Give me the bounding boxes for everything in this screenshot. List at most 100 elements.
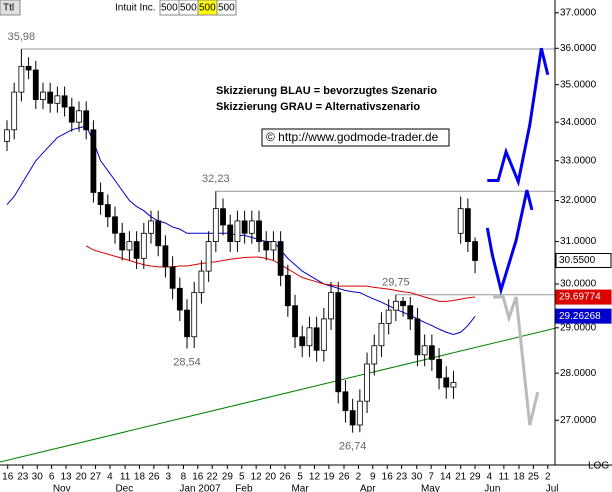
month-label: Jun — [484, 484, 500, 492]
annotation: 28,54 — [173, 356, 201, 368]
scenario — [485, 189, 534, 296]
x-tick-label: 14 — [440, 472, 452, 483]
candle-body — [176, 287, 183, 311]
candle-body — [256, 220, 262, 242]
y-tick-label: 36.0000 — [560, 43, 597, 54]
candle-body — [392, 300, 399, 311]
candle-body — [184, 309, 190, 338]
candle-body — [378, 322, 385, 347]
month-label: Jul — [546, 484, 559, 492]
candle-body — [155, 220, 162, 247]
candle-body — [140, 232, 147, 259]
x-tick-label: 20 — [76, 472, 88, 483]
y-tick-label: 30.0000 — [560, 279, 597, 290]
candle-body — [198, 270, 205, 294]
x-tick-label: 9 — [370, 472, 376, 483]
x-tick-label: 26 — [148, 472, 160, 483]
candle-body — [248, 220, 255, 234]
candle-body — [299, 336, 306, 347]
candle-body — [40, 91, 46, 100]
x-tick-label: 26 — [338, 472, 350, 483]
scenario — [493, 295, 540, 426]
candle-body — [18, 65, 25, 93]
x-tick-label: 12 — [309, 472, 321, 483]
x-tick-label: 21 — [455, 472, 467, 483]
y-tick-label: 33.0000 — [560, 155, 597, 166]
candle-body — [414, 318, 421, 356]
x-tick-label: 19 — [323, 472, 335, 483]
candle-body — [263, 241, 270, 251]
candle-body — [83, 110, 90, 131]
x-tick-label: 2 — [545, 472, 551, 483]
month-label: Mar — [291, 484, 309, 492]
x-tick-label: 29 — [222, 472, 234, 483]
candle-body — [112, 216, 118, 234]
x-tick-label: 29 — [470, 472, 482, 483]
note-box — [213, 82, 448, 116]
candle-body — [472, 241, 478, 261]
candle-body — [320, 318, 327, 351]
month-label: Feb — [235, 484, 253, 492]
price-tag-label: 29.26268 — [559, 311, 601, 322]
y-tick-label: 34.0000 — [560, 117, 597, 128]
field: 500 — [161, 3, 178, 14]
candle-body — [47, 91, 54, 104]
price-tag — [555, 252, 612, 268]
x-tick-label: 11 — [120, 472, 131, 483]
x-tick-label: 11 — [499, 472, 510, 483]
y-tick-label: 32.0000 — [560, 195, 597, 206]
x-tick-label: 6 — [49, 472, 55, 483]
x-tick-label: 20 — [265, 472, 277, 483]
x-tick-label: 3 — [166, 472, 172, 483]
scenario — [487, 47, 550, 187]
candle-body — [292, 305, 298, 338]
candle-body — [284, 274, 291, 307]
annotation: 26,74 — [339, 441, 367, 453]
x-tick-label: 18 — [134, 472, 146, 483]
x-tick-label: 4 — [107, 472, 113, 483]
x-tick-label: 13 — [60, 472, 72, 483]
candle-body — [277, 241, 284, 276]
candle-body — [133, 241, 140, 259]
candle-body — [220, 208, 226, 226]
candle-body — [54, 95, 61, 104]
price-tag — [555, 289, 612, 305]
source: © http://www.godmode-trader.de — [266, 130, 439, 144]
candle-body — [11, 91, 18, 131]
x-tick-label: 7 — [428, 472, 434, 483]
field-box — [216, 0, 237, 16]
candle-body — [450, 382, 457, 388]
candle-body — [407, 305, 414, 320]
candle-body — [205, 241, 212, 272]
note: Skizzierung BLAU = bevorzugtes Szenario — [216, 85, 437, 97]
company-name: Intuit Inc. — [115, 3, 156, 14]
field: 500 — [199, 3, 216, 14]
y-tick-label: 28.0000 — [560, 368, 597, 379]
y-tick-label: 29.0000 — [560, 322, 597, 333]
candle-body — [428, 345, 435, 360]
x-tick-label: 16 — [192, 472, 204, 483]
candle-body — [342, 391, 349, 412]
candle-body — [212, 208, 219, 242]
x-tick-label: 8 — [181, 472, 187, 483]
field: 500 — [180, 3, 197, 14]
candle-body — [104, 204, 111, 218]
candle-body — [464, 208, 471, 242]
x-tick-label: 5 — [239, 472, 245, 483]
x-tick-label: 23 — [17, 472, 29, 483]
x-tick-label: 2 — [356, 472, 362, 483]
candle-body — [457, 208, 464, 234]
x-tick-label: 5 — [297, 472, 303, 483]
candle-body — [234, 220, 241, 242]
candle-body — [349, 410, 356, 426]
month-label: May — [421, 484, 440, 492]
candle-body — [126, 241, 133, 251]
x-tick-label: 26 — [279, 472, 291, 483]
x-tick-label: 30 — [411, 472, 423, 483]
price-tag-label: 29.69774 — [559, 292, 601, 303]
field: 500 — [218, 3, 235, 14]
symbol: Ttl — [3, 3, 14, 14]
symbol-box — [0, 0, 21, 16]
candle-body — [61, 95, 68, 108]
